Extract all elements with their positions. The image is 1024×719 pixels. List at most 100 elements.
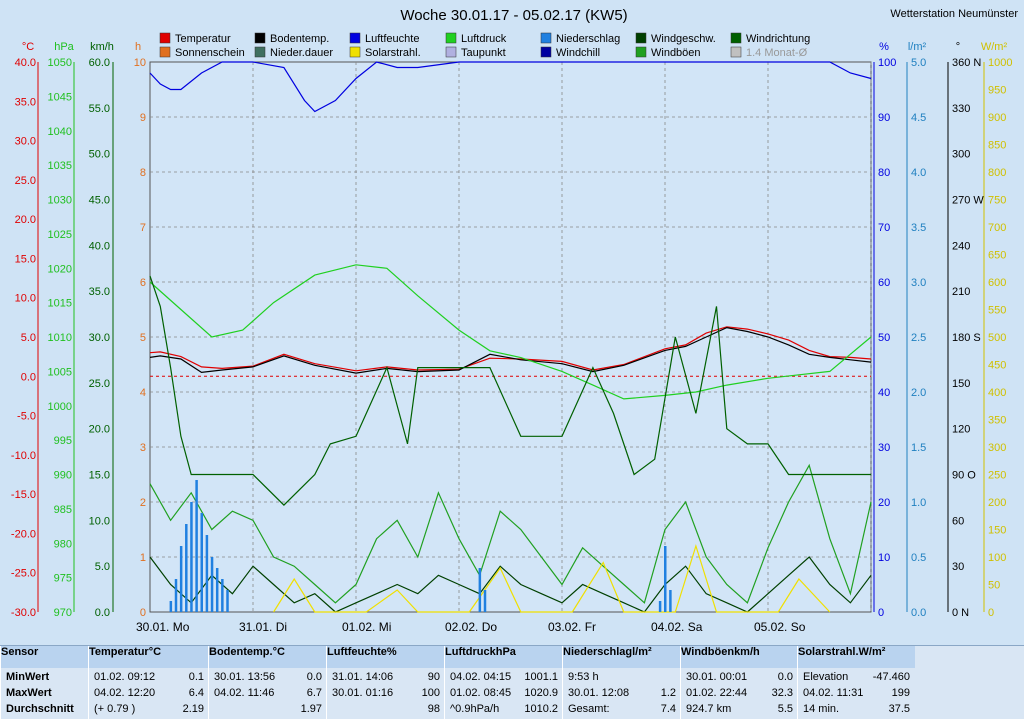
stats-header: Luftfeuchte%: [327, 646, 445, 668]
stats-cell-value: 1001.1: [524, 671, 558, 683]
stats-row-label: MaxWert: [6, 687, 52, 699]
legend-label: Windchill: [556, 47, 600, 59]
precip-unit-label: l/m²: [908, 41, 927, 53]
series-line-windrichtung: [149, 275, 871, 506]
stats-cell-value: 0.1: [188, 671, 204, 683]
stats-cell-when: (+ 0.79 ): [94, 703, 136, 715]
stats-cell-when: 14 min.: [803, 703, 840, 715]
solar-tick-label: 550: [988, 305, 1006, 317]
series-line-solarstrahl: [273, 543, 831, 613]
stats-cell-value: 6.4: [188, 687, 204, 699]
legend-label: Nieder.dauer: [270, 47, 333, 59]
pressure-tick-label: 1050: [48, 57, 72, 69]
stats-cell-when: 01.02. 08:45: [450, 687, 512, 699]
solar-tick-label: 850: [988, 140, 1006, 152]
precip-tick-label: 1.5: [911, 442, 926, 454]
precip-tick-label: 0.5: [911, 552, 926, 564]
wind-tick-label: 35.0: [89, 286, 110, 298]
legend-swatch: [730, 32, 742, 44]
temperature-tick-label: -25.0: [11, 568, 36, 580]
stats-row: 01.02. 22:44 32.3: [681, 685, 798, 701]
stats-header-title: Solarstrahl.: [798, 646, 859, 658]
legend-swatch: [349, 46, 361, 58]
precipitation-bar: [658, 601, 662, 612]
stats-cell-value: 0.0: [306, 671, 322, 683]
pressure-tick-label: 995: [54, 435, 72, 447]
solar-tick-label: 700: [988, 222, 1006, 234]
series-line-windben: [149, 463, 872, 604]
temperature-tick-label: 10.0: [15, 293, 36, 305]
legend-swatch: [635, 46, 647, 58]
wind-tick-label: 60.0: [89, 57, 110, 69]
pressure-tick-label: 975: [54, 573, 72, 585]
precipitation-bar: [669, 590, 672, 612]
pressure-tick-label: 1035: [48, 160, 72, 172]
legend-label: Luftfeuchte: [365, 33, 419, 45]
solar-unit-label: W/m²: [981, 41, 1008, 53]
temperature-tick-label: 15.0: [15, 253, 36, 265]
temperature-tick-label: 0.0: [21, 371, 36, 383]
direction-tick-label: 300: [952, 149, 970, 161]
humidity-tick-label: 60: [878, 277, 890, 289]
direction-tick-label: 0 N: [952, 607, 969, 619]
pressure-tick-label: 980: [54, 538, 72, 550]
precip-tick-label: 2.0: [911, 387, 926, 399]
stats-row: 30.01. 01:16 100: [327, 685, 445, 701]
stats-cell-value: 1010.2: [524, 703, 558, 715]
stats-cell-value: 6.7: [306, 687, 322, 699]
precip-tick-label: 4.0: [911, 167, 926, 179]
humidity-tick-label: 0: [878, 607, 884, 619]
stats-column: Temperatur°C 01.02. 09:12 0.1 04.02. 12:20 6…: [88, 646, 209, 719]
stats-cell-when: 04.02. 11:46: [214, 687, 275, 699]
humidity-tick-label: 10: [878, 552, 890, 564]
x-day-label: 02.02. Do: [445, 620, 497, 634]
solar-tick-label: 450: [988, 360, 1006, 372]
series-line-luftdruck: [149, 264, 872, 400]
stats-header-unit: %: [386, 646, 397, 658]
precipitation-bar: [483, 590, 487, 612]
wind-tick-label: 45.0: [89, 195, 110, 207]
precip-tick-label: 3.5: [911, 222, 926, 234]
series-line-luftfeuchte: [149, 61, 872, 113]
legend-swatch: [635, 32, 647, 44]
legend-label: Niederschlag: [556, 33, 620, 45]
stats-cell-value: 199: [891, 687, 910, 699]
sunshine-tick-label: 1: [140, 552, 146, 564]
stats-column: Bodentemp.°C 30.01. 13:56 0.0 04.02. 11:46 6…: [208, 646, 327, 719]
legend-swatch: [159, 46, 171, 58]
precipitation-bar: [210, 557, 214, 612]
solar-tick-label: 250: [988, 470, 1006, 482]
legend-swatch: [445, 32, 457, 44]
stats-row: 30.01. 12:08 1.2: [563, 685, 681, 701]
wind-tick-label: 50.0: [89, 149, 110, 161]
sunshine-tick-label: 10: [134, 57, 146, 69]
direction-tick-label: 330: [952, 103, 970, 115]
pressure-tick-label: 990: [54, 470, 72, 482]
wind-tick-label: 5.0: [95, 561, 110, 573]
humidity-tick-label: 90: [878, 112, 890, 124]
stats-header-unit: °C: [148, 646, 162, 658]
wind-tick-label: 0.0: [95, 607, 110, 619]
precipitation-bar: [200, 513, 203, 612]
stats-row: 1.97: [209, 701, 327, 717]
temperature-tick-label: 30.0: [15, 136, 36, 148]
pressure-tick-label: 1010: [48, 332, 72, 344]
stats-header: Windböenkm/h: [681, 646, 798, 668]
sunshine-tick-label: 3: [140, 442, 146, 454]
temperature-tick-label: -30.0: [11, 607, 36, 619]
stats-cell-value: 1.2: [660, 687, 676, 699]
direction-tick-label: 240: [952, 240, 970, 252]
stats-row: (+ 0.79 ) 2.19: [89, 701, 209, 717]
stats-header: Solarstrahl.W/m²: [798, 646, 915, 668]
pressure-tick-label: 970: [54, 607, 72, 619]
stats-header-unit: km/h: [734, 646, 760, 658]
stats-cell-value: 32.3: [771, 687, 793, 699]
sunshine-tick-label: 9: [140, 112, 146, 124]
stats-header-title: Bodentemp.: [209, 646, 273, 658]
wind-tick-label: 25.0: [89, 378, 110, 390]
stats-column: Windböenkm/h 30.01. 00:01 0.0 01.02. 22:44 3…: [680, 646, 798, 719]
pressure-tick-label: 985: [54, 504, 72, 516]
humidity-tick-label: 50: [878, 332, 890, 344]
stats-cell-value: 90: [427, 671, 440, 683]
precipitation-bar: [205, 535, 209, 612]
